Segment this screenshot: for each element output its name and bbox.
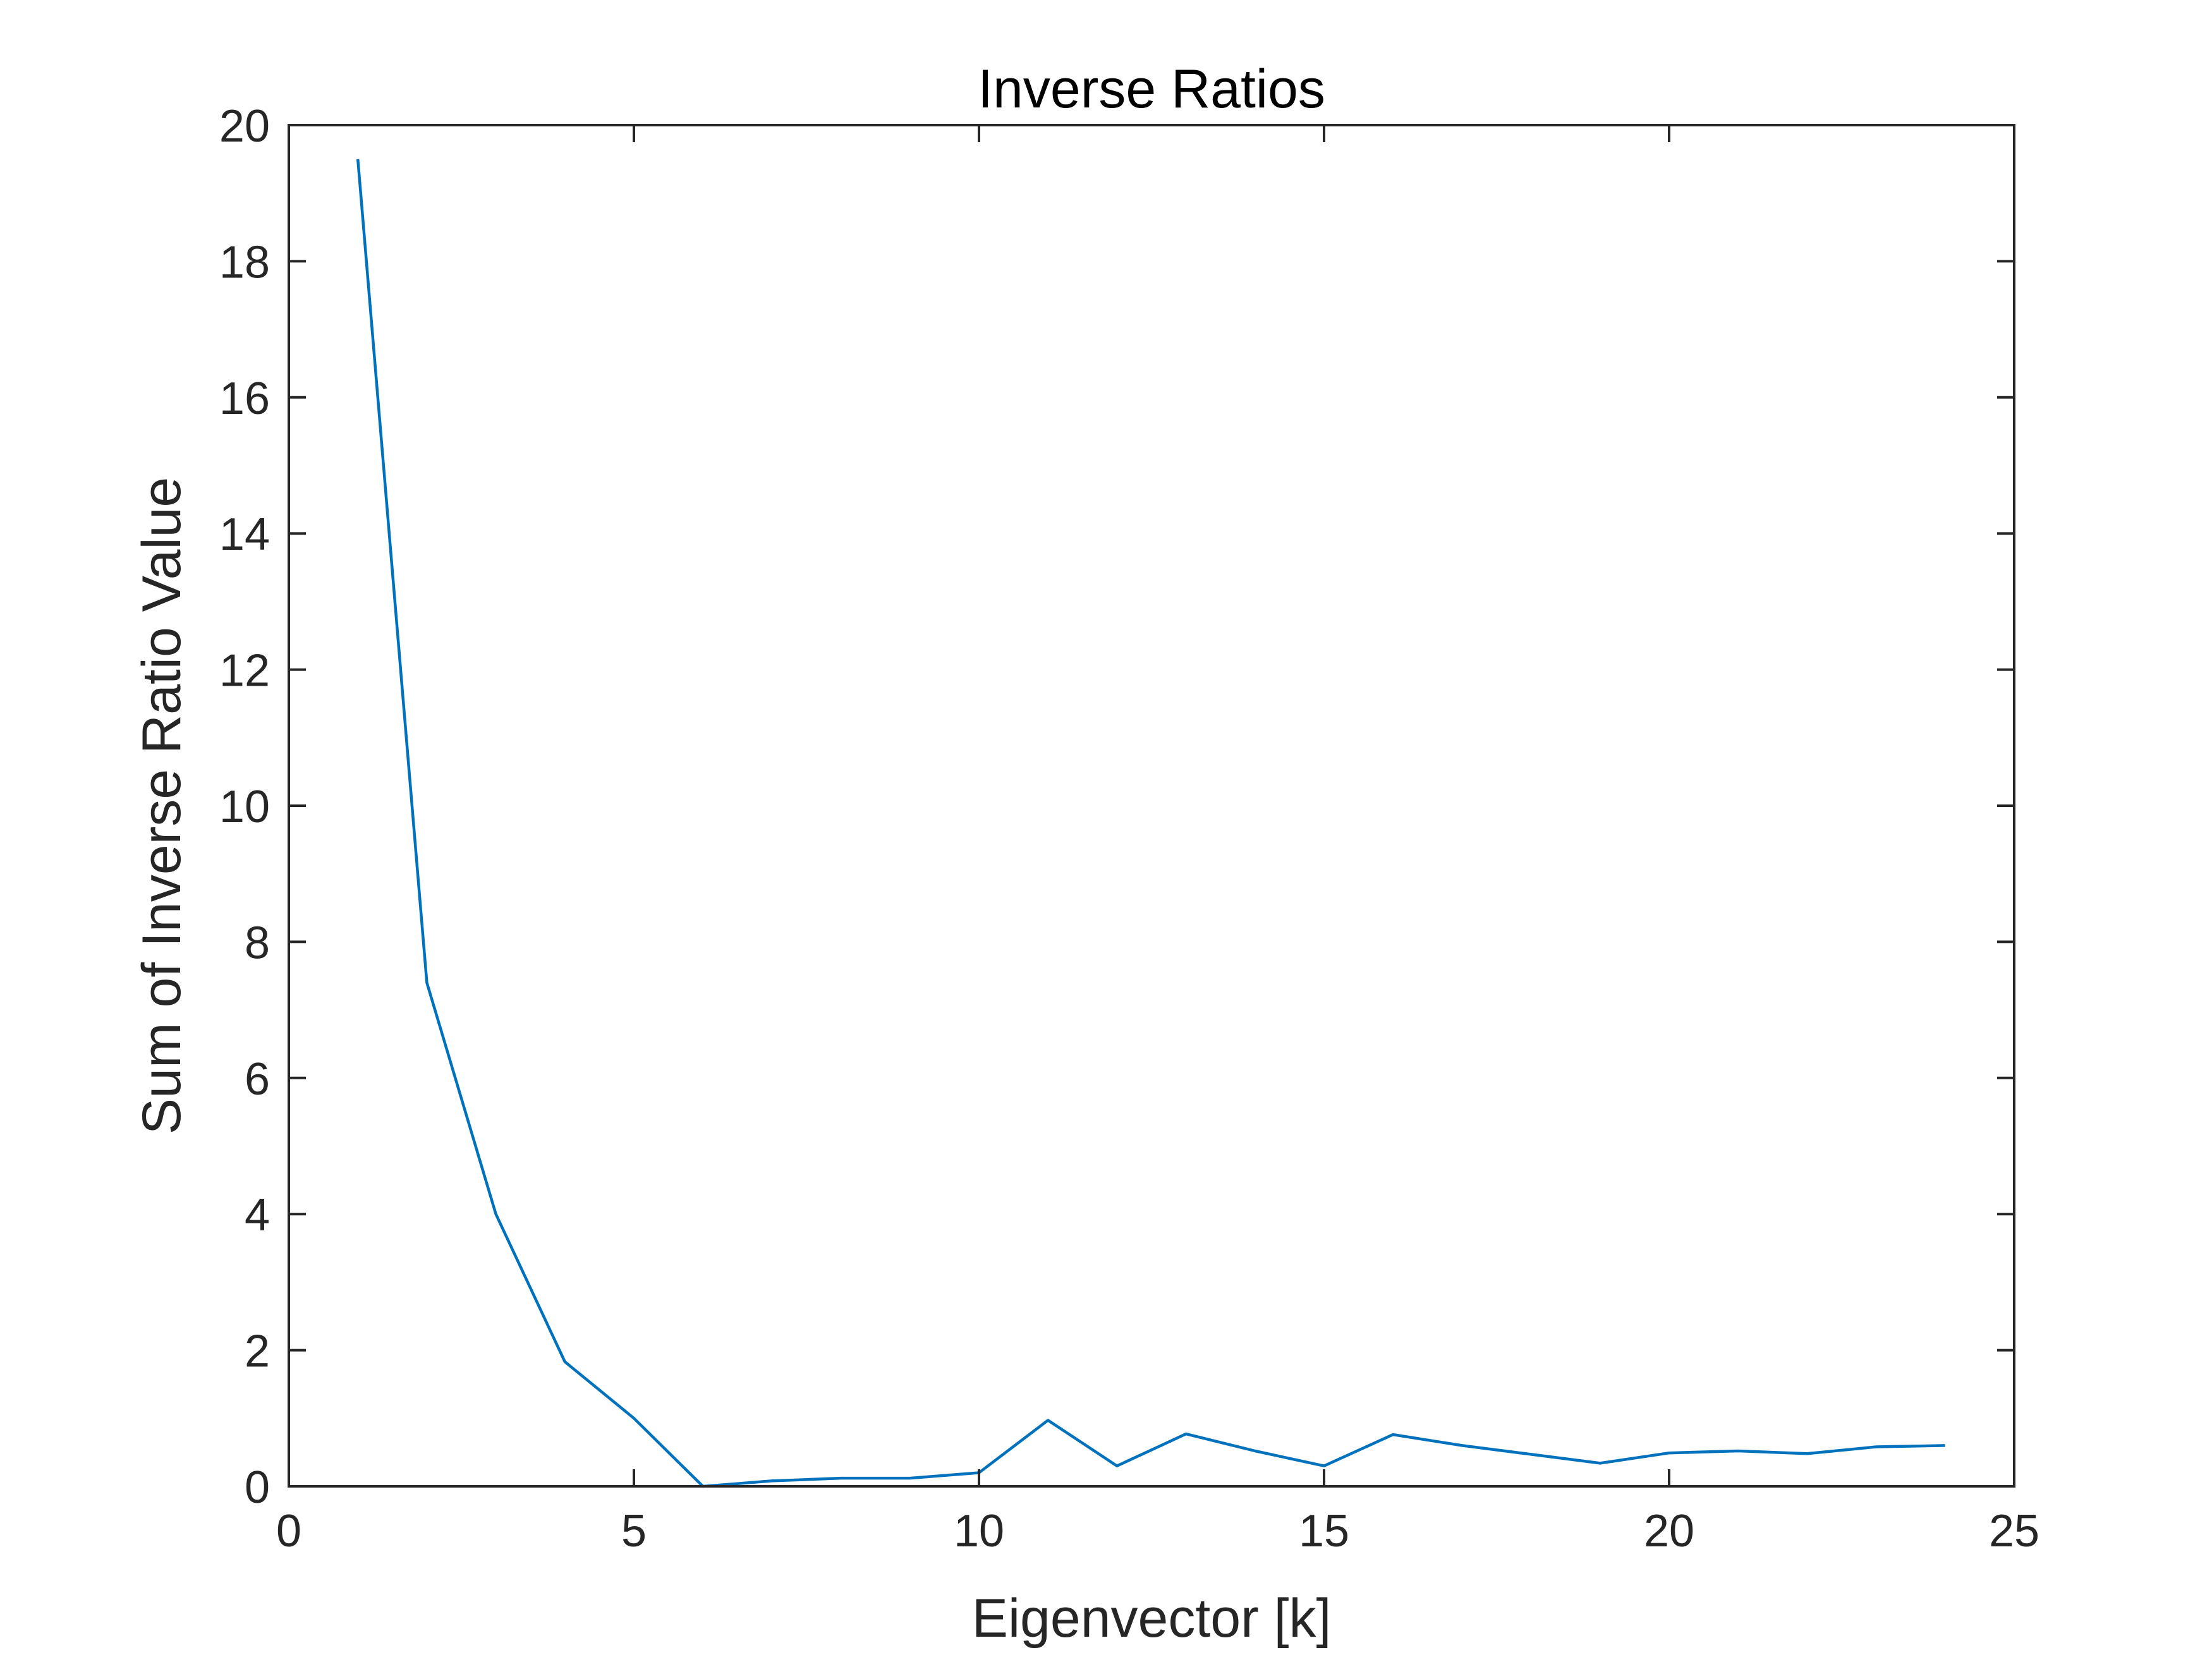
- axes-border: [288, 124, 2015, 1488]
- x-tick-label: 0: [276, 1506, 301, 1556]
- x-axis-label: Eigenvector [k]: [972, 1588, 1332, 1649]
- x-tick-label: 15: [1299, 1506, 1349, 1556]
- x-tick-label: 10: [954, 1506, 1004, 1556]
- y-tick-label: 10: [219, 782, 270, 832]
- x-tick-label: 20: [1644, 1506, 1694, 1556]
- y-tick-label: 18: [219, 237, 270, 288]
- labels-layer: Inverse Ratios Eigenvector [k] Sum of In…: [131, 59, 1331, 1649]
- axes-box: [288, 124, 2015, 1488]
- y-tick-label: 8: [245, 918, 270, 968]
- chart-title: Inverse Ratios: [978, 59, 1325, 119]
- plot-area: [289, 125, 2014, 1486]
- y-tick-label: 4: [245, 1190, 270, 1240]
- y-axis-label: Sum of Inverse Ratio Value: [131, 477, 192, 1134]
- y-tick-label: 20: [219, 101, 270, 152]
- y-tick-label: 16: [219, 373, 270, 424]
- x-tick-label: 25: [1989, 1506, 2039, 1556]
- series-line-0: [356, 159, 1945, 1488]
- x-tick-label: 5: [621, 1506, 647, 1556]
- y-tick-label: 12: [219, 646, 270, 696]
- line-layer: [356, 159, 1945, 1488]
- axes-background: [289, 125, 2014, 1486]
- ticks-layer: 0 5 10 15 20 25 0 2 4 6 8 10 12 14 16 18 20: [219, 101, 2039, 1556]
- y-tick-label: 2: [245, 1326, 270, 1377]
- y-tick-label: 14: [219, 509, 270, 560]
- y-tick-label: 0: [245, 1462, 270, 1513]
- y-tick-label: 6: [245, 1054, 270, 1105]
